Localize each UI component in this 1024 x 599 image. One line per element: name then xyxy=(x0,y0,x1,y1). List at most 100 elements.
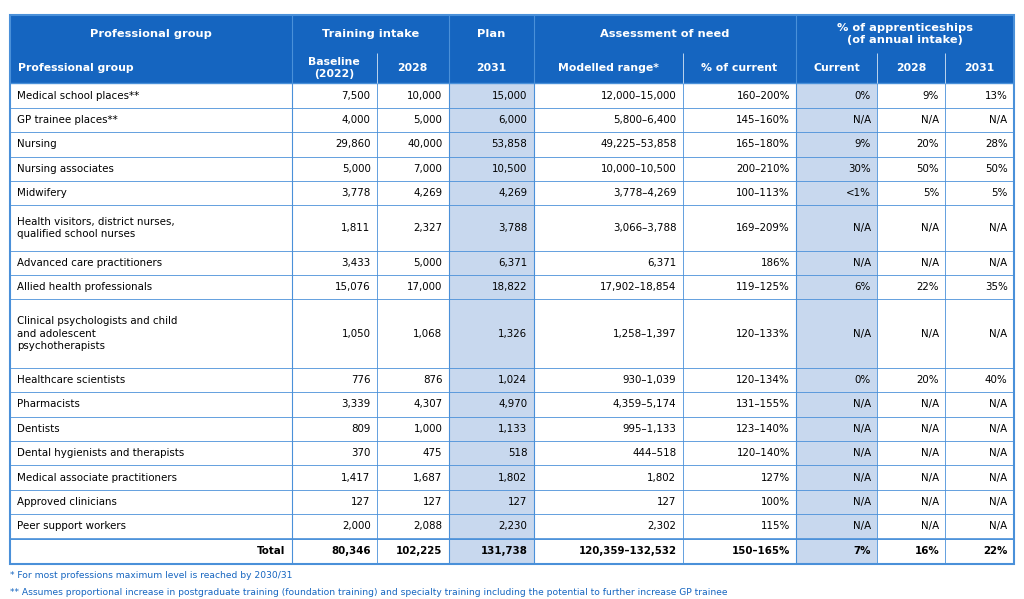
Text: N/A: N/A xyxy=(921,258,939,268)
Text: 10,000–10,500: 10,000–10,500 xyxy=(601,164,677,174)
Bar xyxy=(10,15,1014,53)
Text: 100%: 100% xyxy=(761,497,791,507)
Text: N/A: N/A xyxy=(853,115,870,125)
Text: N/A: N/A xyxy=(853,448,870,458)
Text: 5,000: 5,000 xyxy=(414,115,442,125)
Text: 30%: 30% xyxy=(848,164,870,174)
Text: 120–134%: 120–134% xyxy=(736,375,791,385)
Text: 131,738: 131,738 xyxy=(480,546,527,556)
Text: 1,326: 1,326 xyxy=(499,329,527,338)
Text: 15,000: 15,000 xyxy=(492,90,527,101)
Text: N/A: N/A xyxy=(989,521,1008,531)
Text: Healthcare scientists: Healthcare scientists xyxy=(17,375,126,385)
Text: 17,000: 17,000 xyxy=(407,282,442,292)
Text: 102,225: 102,225 xyxy=(396,546,442,556)
Text: Health visitors, district nurses,
qualified school nurses: Health visitors, district nurses, qualif… xyxy=(17,217,175,239)
Text: 7%: 7% xyxy=(853,546,870,556)
Text: N/A: N/A xyxy=(853,497,870,507)
Text: 3,788: 3,788 xyxy=(498,223,527,233)
Text: 370: 370 xyxy=(351,448,371,458)
Text: Plan: Plan xyxy=(477,29,505,39)
Text: Modelled range*: Modelled range* xyxy=(558,63,658,73)
Text: N/A: N/A xyxy=(921,448,939,458)
Text: 6,371: 6,371 xyxy=(647,258,677,268)
Text: N/A: N/A xyxy=(921,521,939,531)
Text: 29,860: 29,860 xyxy=(335,140,371,149)
Text: 1,133: 1,133 xyxy=(498,423,527,434)
Text: N/A: N/A xyxy=(921,473,939,483)
Text: 995–1,133: 995–1,133 xyxy=(623,423,677,434)
Text: 50%: 50% xyxy=(985,164,1008,174)
Text: 80,346: 80,346 xyxy=(331,546,371,556)
Text: Advanced care practitioners: Advanced care practitioners xyxy=(17,258,163,268)
Text: 22%: 22% xyxy=(983,546,1008,556)
Text: Assessment of need: Assessment of need xyxy=(600,29,729,39)
Text: 120–133%: 120–133% xyxy=(736,329,791,338)
Text: N/A: N/A xyxy=(989,223,1008,233)
Text: 145–160%: 145–160% xyxy=(736,115,791,125)
Text: 10,000: 10,000 xyxy=(408,90,442,101)
Text: N/A: N/A xyxy=(989,448,1008,458)
Text: N/A: N/A xyxy=(989,258,1008,268)
Text: N/A: N/A xyxy=(853,223,870,233)
Text: 2028: 2028 xyxy=(397,63,428,73)
Text: % of current: % of current xyxy=(701,63,777,73)
Text: % of apprenticeships
(of annual intake): % of apprenticeships (of annual intake) xyxy=(837,23,973,45)
Text: 17,902–18,854: 17,902–18,854 xyxy=(600,282,677,292)
Text: ** Assumes proportional increase in postgraduate training (foundation training) : ** Assumes proportional increase in post… xyxy=(10,588,728,597)
Text: 809: 809 xyxy=(351,423,371,434)
Text: 127: 127 xyxy=(423,497,442,507)
Text: 186%: 186% xyxy=(761,258,791,268)
Text: 2,327: 2,327 xyxy=(414,223,442,233)
Text: Baseline
(2022): Baseline (2022) xyxy=(308,57,360,79)
Text: 7,000: 7,000 xyxy=(414,164,442,174)
Text: 0%: 0% xyxy=(854,375,870,385)
Text: * For most professions maximum level is reached by 2030/31: * For most professions maximum level is … xyxy=(10,571,293,580)
Text: N/A: N/A xyxy=(921,423,939,434)
Text: Medical associate practitioners: Medical associate practitioners xyxy=(17,473,177,483)
Text: 5,000: 5,000 xyxy=(342,164,371,174)
Text: Professional group: Professional group xyxy=(18,63,134,73)
Text: N/A: N/A xyxy=(853,258,870,268)
Text: N/A: N/A xyxy=(989,329,1008,338)
Text: 200–210%: 200–210% xyxy=(736,164,791,174)
Text: 50%: 50% xyxy=(916,164,939,174)
Text: N/A: N/A xyxy=(921,497,939,507)
Text: 3,778–4,269: 3,778–4,269 xyxy=(613,188,677,198)
Text: 6,000: 6,000 xyxy=(499,115,527,125)
Text: 127: 127 xyxy=(508,497,527,507)
Bar xyxy=(797,83,877,564)
Text: Allied health professionals: Allied health professionals xyxy=(17,282,153,292)
Text: Pharmacists: Pharmacists xyxy=(17,400,80,409)
Text: 22%: 22% xyxy=(916,282,939,292)
Text: N/A: N/A xyxy=(989,473,1008,483)
Text: 10,500: 10,500 xyxy=(492,164,527,174)
Text: 160–200%: 160–200% xyxy=(736,90,791,101)
Text: Peer support workers: Peer support workers xyxy=(17,521,126,531)
Text: 3,339: 3,339 xyxy=(341,400,371,409)
Text: 2,000: 2,000 xyxy=(342,521,371,531)
Text: 9%: 9% xyxy=(923,90,939,101)
Text: 4,269: 4,269 xyxy=(499,188,527,198)
Text: 444–518: 444–518 xyxy=(632,448,677,458)
Text: 776: 776 xyxy=(351,375,371,385)
Text: 4,000: 4,000 xyxy=(342,115,371,125)
Text: Medical school places**: Medical school places** xyxy=(17,90,139,101)
Text: Clinical psychologists and child
and adolescent
psychotherapists: Clinical psychologists and child and ado… xyxy=(17,316,178,351)
Text: 5%: 5% xyxy=(923,188,939,198)
Text: 3,778: 3,778 xyxy=(341,188,371,198)
Text: 53,858: 53,858 xyxy=(492,140,527,149)
Text: N/A: N/A xyxy=(989,400,1008,409)
Text: N/A: N/A xyxy=(921,329,939,338)
Text: 6%: 6% xyxy=(854,282,870,292)
Text: 518: 518 xyxy=(508,448,527,458)
Text: 9%: 9% xyxy=(854,140,870,149)
Text: N/A: N/A xyxy=(853,400,870,409)
Text: N/A: N/A xyxy=(853,329,870,338)
Text: 40,000: 40,000 xyxy=(408,140,442,149)
Text: 15,076: 15,076 xyxy=(335,282,371,292)
Text: 28%: 28% xyxy=(985,140,1008,149)
Bar xyxy=(10,53,1014,83)
Text: 5%: 5% xyxy=(991,188,1008,198)
Text: N/A: N/A xyxy=(853,473,870,483)
